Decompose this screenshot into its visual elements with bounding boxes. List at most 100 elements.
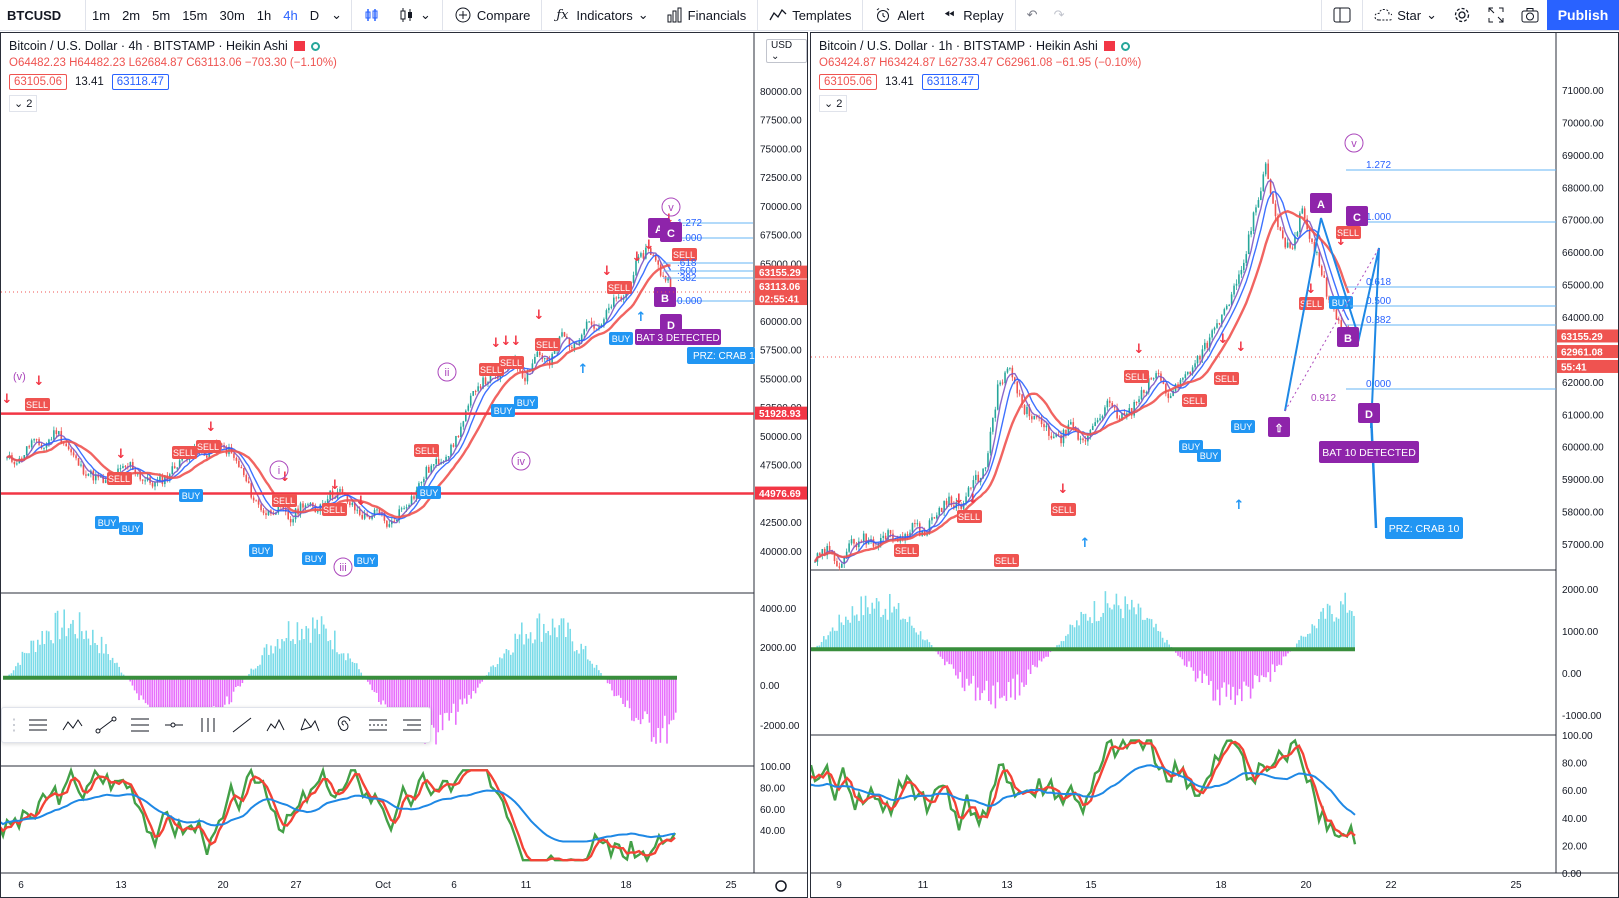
right-chart-canvas[interactable]: 71000.00 70000.00 69000.00 68000.00 67000.00…	[811, 33, 1619, 898]
price-tick-label: 62000.00	[1562, 378, 1604, 389]
split-layout-icon	[1333, 6, 1351, 24]
candle-body	[469, 395, 472, 406]
candle-body	[277, 502, 280, 513]
osc-tick-label: 4000.00	[760, 604, 797, 615]
elliott-wave-icon[interactable]	[262, 713, 290, 737]
xabcd-pattern-icon[interactable]	[296, 713, 324, 737]
right-chart-pane[interactable]: 71000.00 70000.00 69000.00 68000.00 67000.00…	[810, 32, 1619, 898]
candle-body	[1208, 337, 1211, 348]
price-tag-label: 63113.06	[759, 282, 801, 293]
candle-body	[1089, 430, 1092, 436]
candle-body	[982, 468, 984, 479]
candle-body	[911, 523, 914, 533]
interval-4h[interactable]: 4h	[283, 7, 298, 23]
layout-name-button[interactable]: Star ⌄	[1366, 0, 1445, 30]
currency-badge[interactable]: USD ⌄	[766, 39, 807, 63]
left-chart-pane[interactable]: 80000.00 77500.00 75000.00 72500.00 70000.00…	[0, 32, 808, 898]
candle-body	[1245, 254, 1248, 263]
undo-button[interactable]: ↶	[1019, 0, 1046, 30]
candle-body	[267, 510, 270, 516]
candle-body	[867, 541, 870, 545]
candle-body	[1243, 262, 1245, 270]
function-icon: ƒx	[556, 7, 569, 23]
layout-button[interactable]	[1325, 0, 1359, 30]
abcd-pattern-icon[interactable]	[58, 713, 86, 737]
interval-1m[interactable]: 1m	[92, 7, 111, 23]
indicators-toggle[interactable]: ⌄ 2	[819, 95, 848, 112]
sell-price-button[interactable]: 63105.06	[9, 74, 67, 90]
drag-handle-icon[interactable]: ⋮	[6, 717, 22, 734]
candle-body	[119, 468, 122, 470]
price-tag-bg	[755, 279, 807, 293]
stoch-d-line	[1, 769, 676, 862]
candle-body	[55, 430, 58, 435]
fib-spiral-icon[interactable]	[330, 713, 358, 737]
sell-price-button[interactable]: 63105.06	[819, 74, 877, 90]
candle-body	[578, 341, 581, 344]
left-chart-canvas[interactable]: 80000.00 77500.00 75000.00 72500.00 70000.00…	[1, 33, 808, 898]
pitchfork-icon[interactable]	[398, 713, 426, 737]
buy-price-button[interactable]: 63118.47	[111, 74, 169, 90]
time-tick-label: 22	[1385, 880, 1397, 891]
candle-body	[1269, 179, 1272, 194]
candle-body	[1199, 356, 1201, 360]
interval-5m[interactable]: 5m	[152, 7, 171, 23]
candle-body	[563, 332, 566, 337]
compare-label: Compare	[476, 7, 531, 23]
horizontal-ray-icon[interactable]	[160, 713, 188, 737]
symbol-search[interactable]: BTCUSD	[0, 0, 86, 30]
price-tick-label: 67000.00	[1562, 216, 1604, 227]
fullscreen-button[interactable]	[1479, 0, 1513, 30]
sell-signal-bg	[957, 510, 982, 523]
flag-icon[interactable]	[1103, 41, 1115, 51]
arrow-down-icon: ↓	[954, 492, 965, 507]
ray-icon[interactable]	[228, 713, 256, 737]
redo-button[interactable]: ↷	[1046, 0, 1073, 30]
interval-1h[interactable]: 1h	[256, 7, 272, 23]
arrow-down-icon: ↓	[602, 264, 613, 279]
flag-icon[interactable]	[293, 41, 305, 51]
fib-channel-icon[interactable]	[364, 713, 392, 737]
interval-15m[interactable]: 15m	[182, 7, 208, 23]
price-tick-label: 60000.00	[760, 317, 802, 328]
candle-style-button[interactable]: ⌄	[389, 0, 439, 30]
templates-button[interactable]: Templates	[761, 0, 859, 30]
interval-30m[interactable]: 30m	[219, 7, 245, 23]
alert-button[interactable]: Alert	[866, 0, 932, 30]
sell-signal-bg	[107, 472, 132, 485]
bar-style-button[interactable]	[355, 0, 389, 30]
plus-circle-icon	[454, 6, 472, 24]
candle-body	[235, 457, 238, 461]
financials-button[interactable]: Financials	[657, 0, 755, 30]
replay-button[interactable]: ⏪︎ Replay	[932, 0, 1011, 30]
replay-label: Replay	[963, 7, 1004, 23]
lines-tool-icon[interactable]	[24, 713, 52, 737]
currency-label: USD	[771, 40, 793, 51]
candle-body	[233, 453, 235, 458]
trend-line-icon[interactable]	[92, 713, 120, 737]
fib-retracement-icon[interactable]	[126, 713, 154, 737]
candle-body	[1250, 230, 1252, 235]
candle-body	[6, 457, 8, 459]
candle-body	[75, 455, 77, 459]
candle-body	[13, 461, 16, 465]
interval-dropdown[interactable]: ⌄	[325, 0, 348, 30]
candle-body	[25, 446, 28, 456]
vertical-lines-icon[interactable]	[194, 713, 222, 737]
buy-price-button[interactable]: 63118.47	[921, 74, 979, 90]
candle-body	[566, 336, 568, 338]
compare-button[interactable]: Compare	[446, 0, 538, 30]
candle-body	[58, 431, 60, 435]
candle-body	[539, 351, 541, 356]
snapshot-button[interactable]	[1513, 0, 1547, 30]
time-tick-label: 25	[725, 880, 737, 891]
interval-2m[interactable]: 2m	[122, 7, 141, 23]
indicators-button[interactable]: ƒx Indicators ⌄	[545, 0, 656, 30]
publish-button[interactable]: Publish	[1547, 0, 1619, 30]
price-tag-bg	[755, 486, 807, 500]
right-chart-title: Bitcoin / U.S. Dollar · 1h · BITSTAMP · …	[819, 39, 1098, 53]
interval-d[interactable]: D	[309, 7, 320, 23]
indicators-toggle[interactable]: ⌄ 2	[9, 95, 38, 112]
settings-button[interactable]	[1445, 0, 1479, 30]
candle-body	[104, 480, 107, 483]
